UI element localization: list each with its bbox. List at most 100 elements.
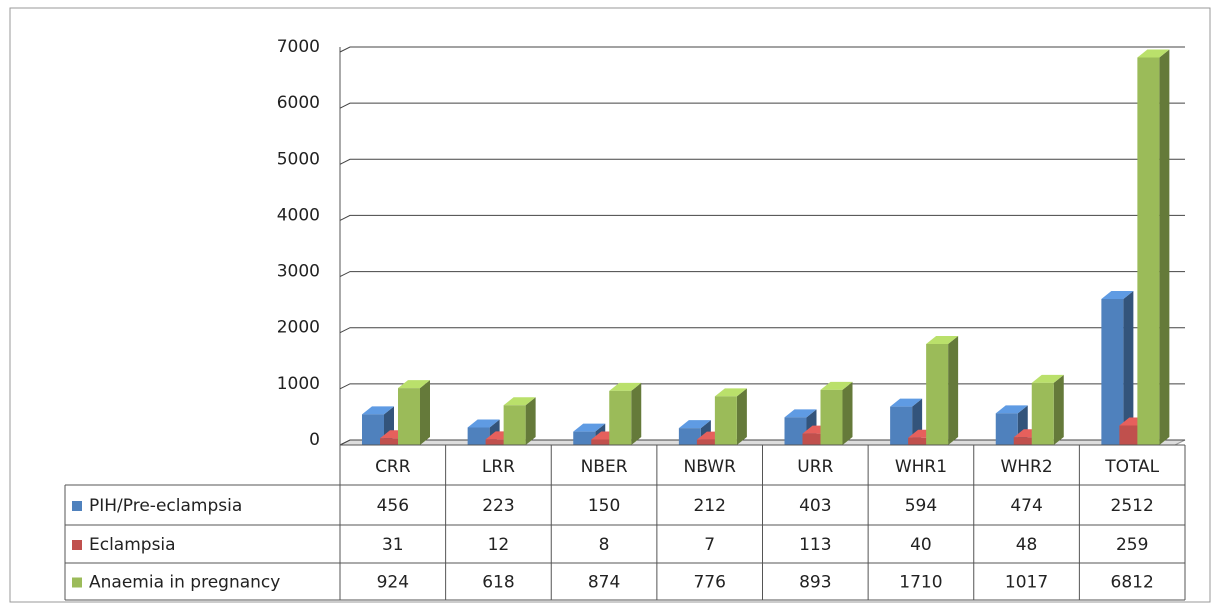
- bar-side: [1053, 374, 1064, 445]
- bar-front: [714, 396, 737, 445]
- table-value: 48: [1016, 535, 1038, 555]
- grid-line: [339, 271, 1185, 278]
- grid-line: [339, 383, 1185, 390]
- bar-front: [678, 428, 701, 445]
- bar-side: [736, 388, 747, 445]
- grid-line: [339, 46, 1185, 53]
- x-tick-label: URR: [797, 457, 833, 477]
- bar-front: [1137, 57, 1160, 445]
- bar: [1101, 290, 1134, 445]
- bar-top: [1137, 49, 1170, 58]
- bar-top: [609, 382, 642, 391]
- table-value: 40: [910, 535, 932, 555]
- bar-side: [948, 335, 959, 445]
- bar-front: [485, 439, 508, 445]
- bar-front: [1119, 425, 1142, 445]
- bar-side: [1123, 290, 1134, 445]
- table-value: 456: [377, 496, 409, 516]
- table-value: 150: [588, 496, 620, 516]
- y-tick-label: 5000: [277, 149, 320, 169]
- bar-side: [525, 397, 536, 445]
- y-tick-label: 0: [309, 430, 320, 450]
- legend-swatch: [72, 501, 82, 511]
- table-value: 1017: [1005, 573, 1048, 593]
- table-value: 212: [693, 496, 725, 516]
- bar-side: [842, 381, 853, 445]
- grid-line: [339, 214, 1185, 221]
- y-tick-label: 7000: [277, 37, 320, 57]
- table-value: 403: [799, 496, 831, 516]
- bar-front: [380, 438, 402, 445]
- table-value: 31: [382, 535, 404, 555]
- legend-swatch: [72, 540, 82, 550]
- table-value: 2512: [1111, 496, 1154, 516]
- bar-front: [467, 427, 490, 445]
- bar: [1137, 49, 1170, 445]
- bar-top: [926, 335, 959, 344]
- table-value: 223: [482, 496, 514, 516]
- bar-front: [890, 406, 913, 445]
- bar-top: [714, 388, 747, 397]
- bar-top: [784, 409, 817, 418]
- bar-top: [362, 406, 394, 415]
- bar-front: [398, 388, 420, 445]
- bar-top: [890, 398, 923, 407]
- bar: [503, 397, 536, 445]
- x-tick-label: TOTAL: [1104, 457, 1159, 477]
- y-tick-label: 3000: [277, 262, 320, 282]
- bar-front: [503, 405, 526, 445]
- bar-front: [995, 413, 1018, 445]
- bar: [820, 381, 853, 445]
- bar-top: [820, 381, 853, 390]
- bar-top: [1031, 374, 1064, 383]
- bar-front: [802, 433, 825, 445]
- legend-label: PIH/Pre-eclampsia: [89, 496, 242, 516]
- bar-front: [696, 439, 719, 445]
- bar-top: [995, 405, 1028, 414]
- bar-front: [784, 417, 807, 445]
- bar: [890, 398, 923, 445]
- bar: [926, 335, 959, 445]
- bar-side: [1159, 49, 1170, 445]
- table-value: 259: [1116, 535, 1148, 555]
- bar-top: [467, 419, 500, 428]
- table-value: 7: [704, 535, 715, 555]
- y-tick-label: 1000: [277, 374, 320, 394]
- bar-front: [820, 389, 843, 445]
- table-value: 113: [799, 535, 831, 555]
- bar-front: [1013, 437, 1036, 445]
- x-tick-label: LRR: [482, 457, 515, 477]
- bar: [398, 380, 430, 445]
- grid-line: [339, 158, 1185, 165]
- y-tick-label: 2000: [277, 318, 320, 338]
- bar-top: [398, 380, 430, 389]
- bar-front: [573, 431, 596, 445]
- table-value: 1710: [899, 573, 942, 593]
- bar-front: [1101, 298, 1124, 445]
- legend-label: Anaemia in pregnancy: [89, 573, 280, 593]
- bar-top: [678, 420, 711, 429]
- bar-top: [573, 423, 606, 432]
- bar-side: [420, 380, 430, 445]
- grid-line: [339, 102, 1185, 109]
- grid-line: [339, 327, 1185, 334]
- table-value: 776: [693, 573, 725, 593]
- y-tick-label: 6000: [277, 93, 320, 113]
- bar-side: [631, 382, 642, 445]
- bar: [609, 382, 642, 445]
- bar-front: [609, 390, 632, 445]
- bar: [714, 388, 747, 445]
- table-value: 474: [1010, 496, 1042, 516]
- table-value: 893: [799, 573, 831, 593]
- table-value: 874: [588, 573, 620, 593]
- x-tick-label: NBER: [581, 457, 628, 477]
- table-value: 618: [482, 573, 514, 593]
- frame: [9, 7, 1211, 603]
- legend-swatch: [72, 577, 82, 588]
- table-value: 924: [377, 573, 409, 593]
- x-tick-label: CRR: [375, 457, 411, 477]
- bar-front: [591, 439, 614, 445]
- table-value: 12: [488, 535, 510, 555]
- bar-top: [1101, 290, 1134, 299]
